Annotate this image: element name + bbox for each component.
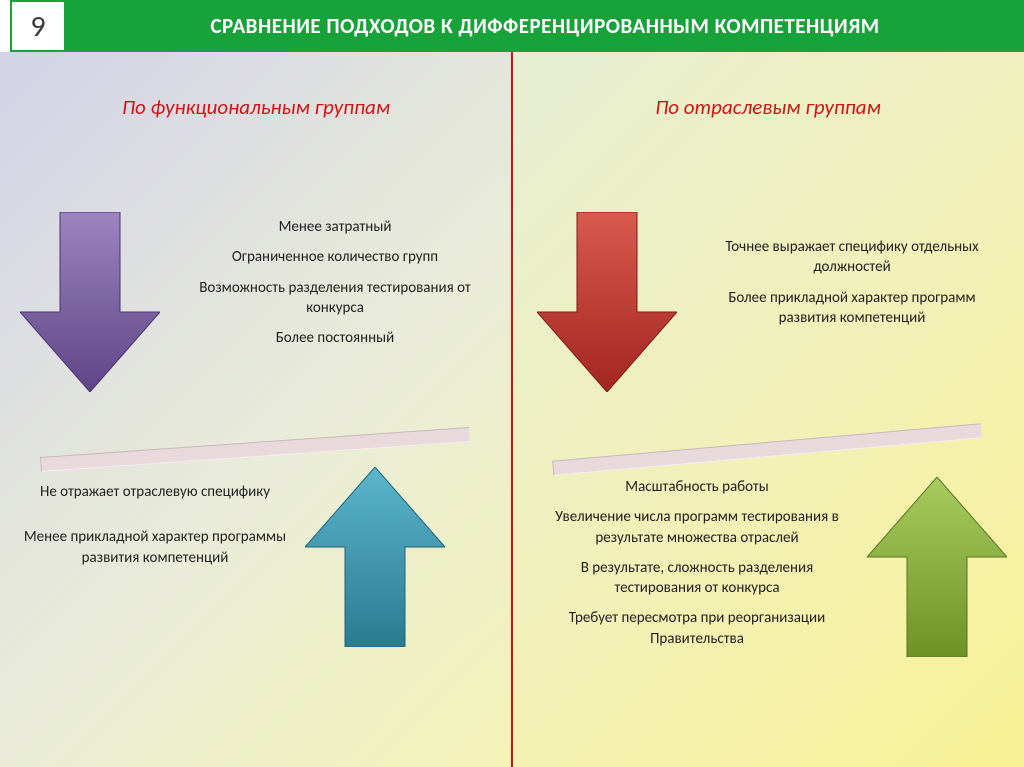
left-cons: Не отражает отраслевую специфику Менее п… — [20, 482, 290, 578]
right-column: По отраслевым группам Точнее выражает сп… — [512, 52, 1024, 767]
right-separator-bar — [552, 423, 982, 475]
header: 9 СРАВНЕНИЕ ПОДХОДОВ К ДИФФЕРЕНЦИРОВАННЫ… — [0, 0, 1024, 52]
right-con-0: Масштабность работы — [537, 477, 857, 497]
left-pro-1: Ограниченное количество групп — [185, 247, 485, 267]
left-heading: По функциональным группам — [0, 94, 512, 120]
left-separator-bar — [40, 427, 470, 472]
arrow-up-icon — [305, 467, 445, 647]
left-con-1: Менее прикладной характер программы разв… — [20, 527, 290, 568]
right-pro-0: Точнее выражает специфику отдельных долж… — [707, 237, 997, 278]
left-pro-0: Менее затратный — [185, 217, 485, 237]
right-pros: Точнее выражает специфику отдельных долж… — [707, 237, 997, 338]
left-con-0: Не отражает отраслевую специфику — [20, 482, 290, 502]
page-number: 9 — [10, 0, 66, 52]
left-pro-3: Более постоянный — [185, 328, 485, 348]
body: По функциональным группам Менее затратны… — [0, 52, 1024, 767]
right-con-2: В результате, сложность разделения тести… — [537, 558, 857, 599]
right-pro-1: Более прикладной характер программ разви… — [707, 288, 997, 329]
arrow-down-icon — [20, 212, 160, 392]
arrow-down-icon — [537, 212, 677, 392]
left-column: По функциональным группам Менее затратны… — [0, 52, 512, 767]
right-heading: По отраслевым группам — [512, 94, 1024, 120]
right-con-3: Требует пересмотра при реорганизации Пра… — [537, 608, 857, 649]
slide-title: СРАВНЕНИЕ ПОДХОДОВ К ДИФФЕРЕНЦИРОВАННЫМ … — [66, 0, 1024, 52]
vertical-divider — [511, 52, 513, 767]
slide: 9 СРАВНЕНИЕ ПОДХОДОВ К ДИФФЕРЕНЦИРОВАННЫ… — [0, 0, 1024, 767]
arrow-up-icon — [867, 477, 1007, 657]
right-con-1: Увеличение числа программ тестирования в… — [537, 507, 857, 548]
left-pros: Менее затратный Ограниченное количество … — [185, 217, 485, 358]
right-cons: Масштабность работы Увеличение числа про… — [537, 477, 857, 659]
left-pro-2: Возможность разделения тестирования от к… — [185, 278, 485, 319]
